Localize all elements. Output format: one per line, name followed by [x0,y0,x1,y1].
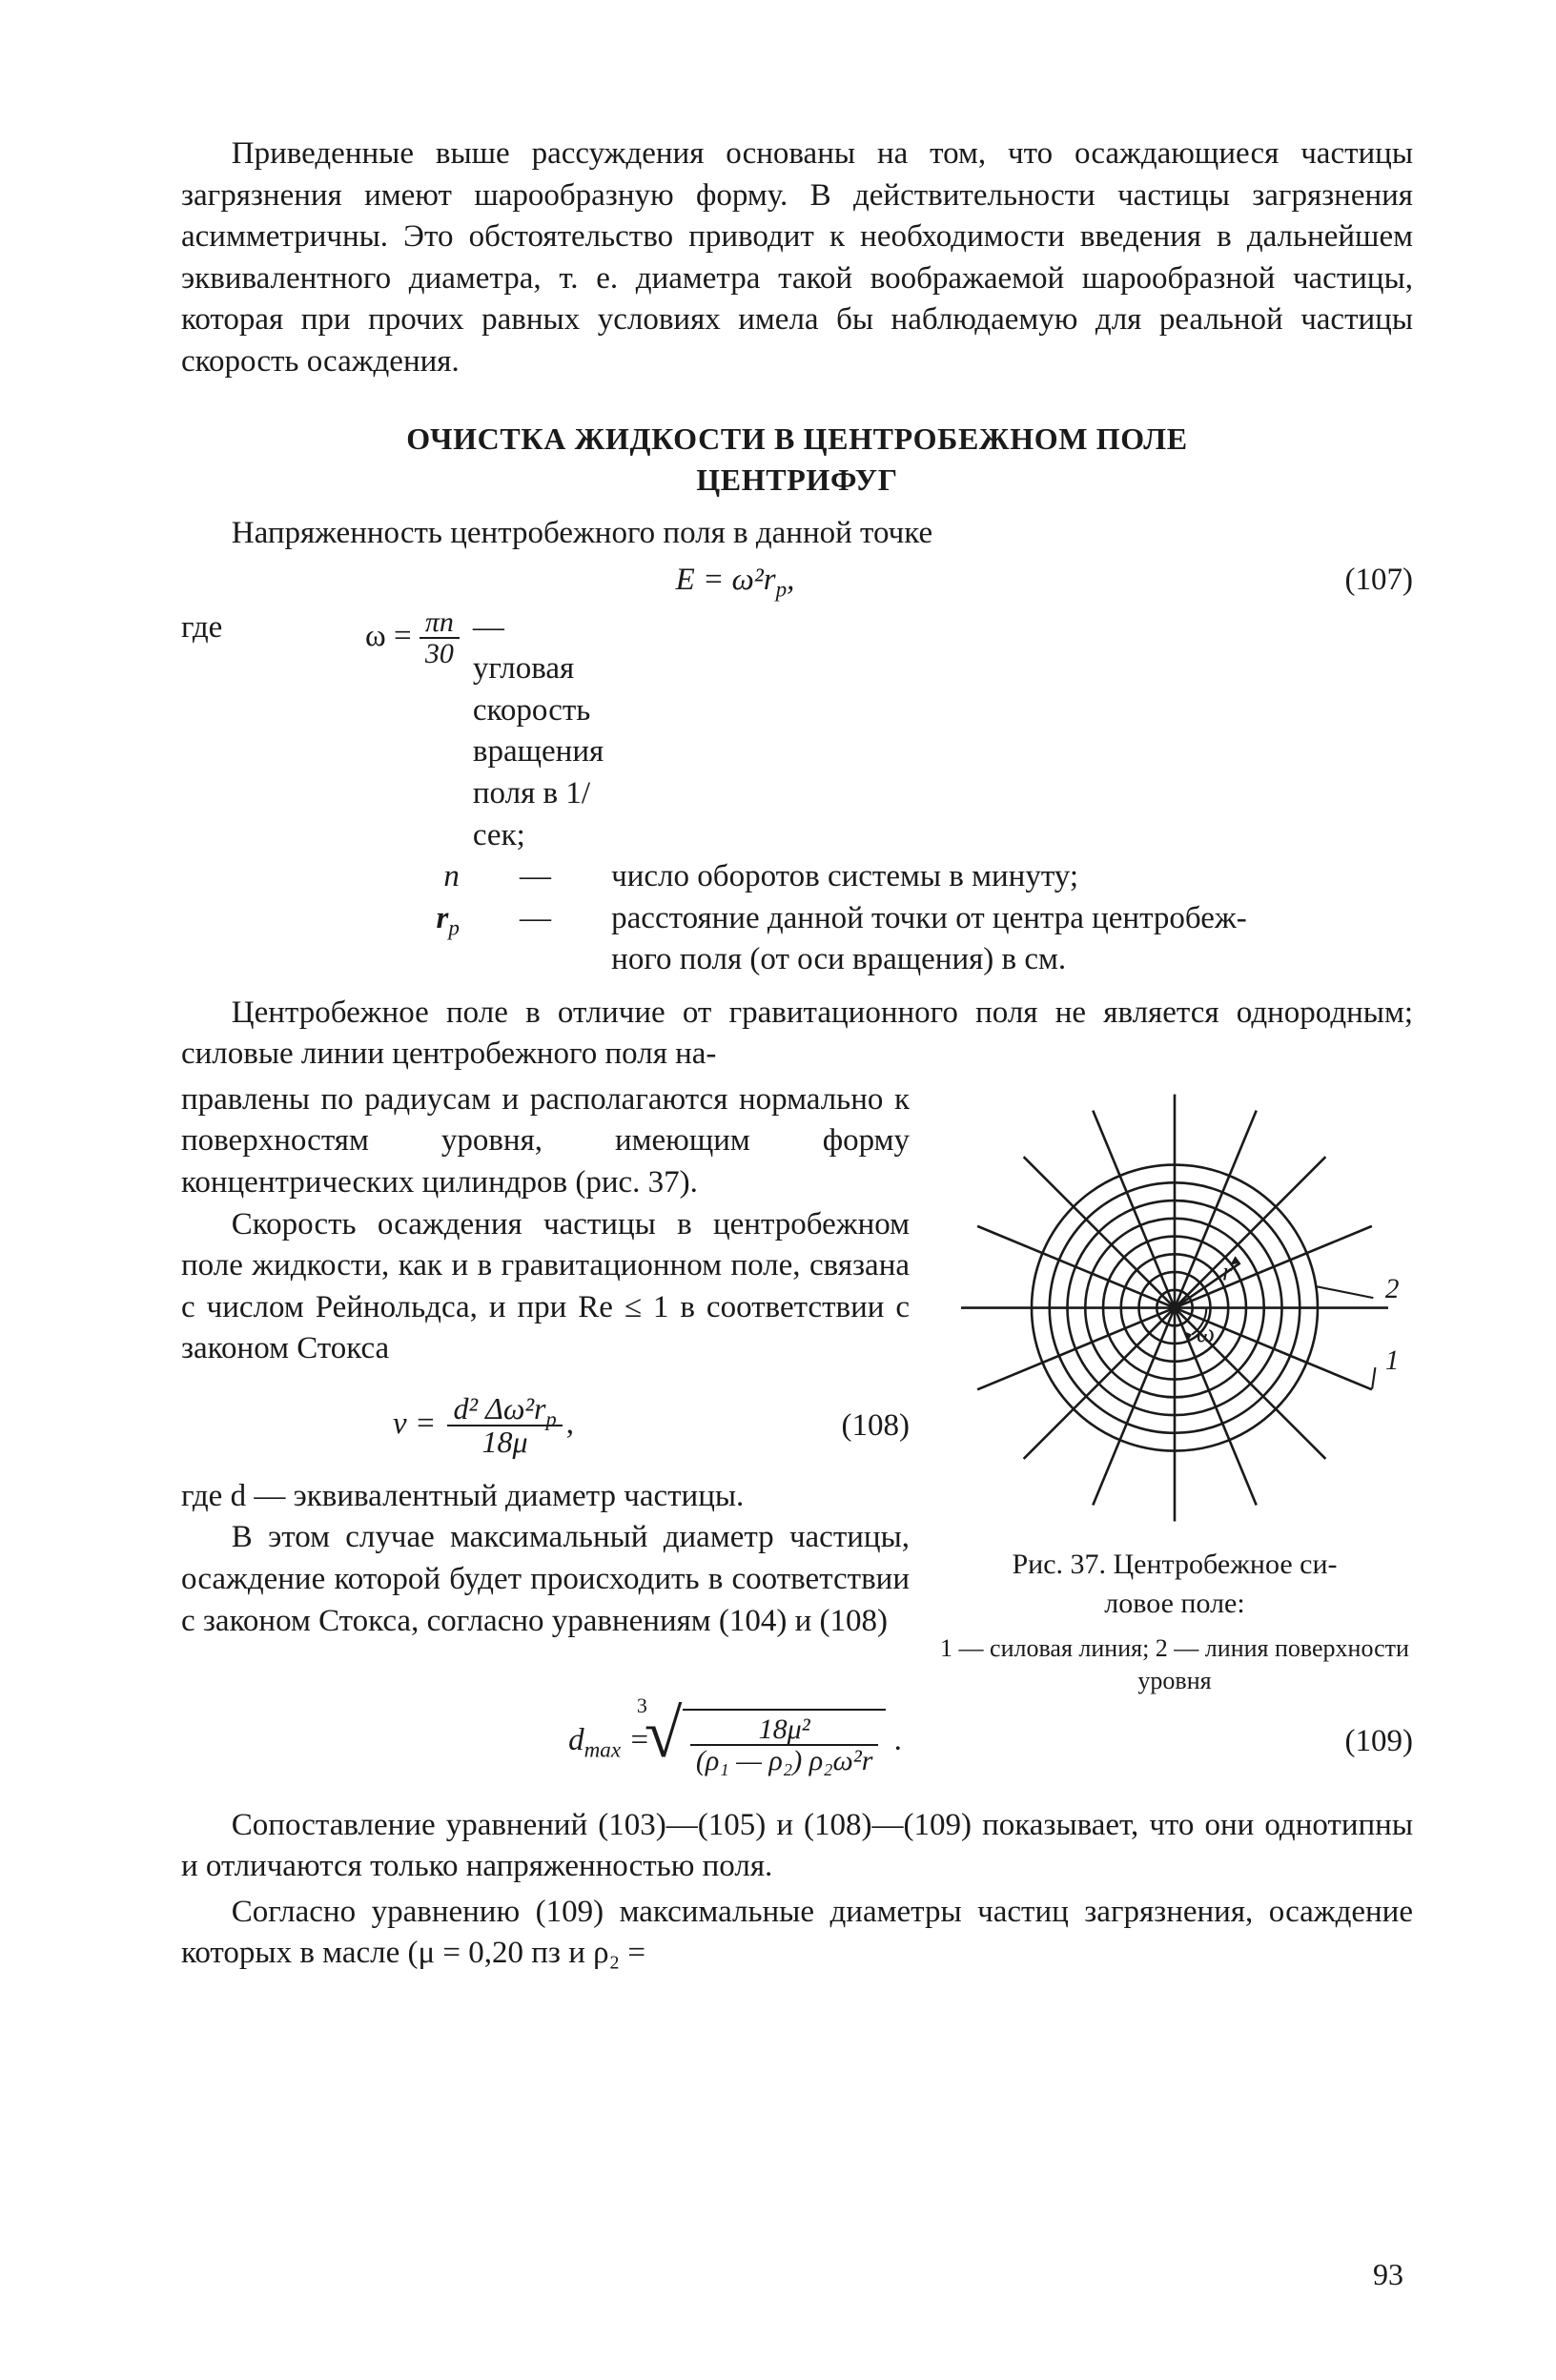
field-paragraph-a: Центробежное поле в отличие от гравитаци… [181,993,1413,1076]
figure-37-legend: 1 — силовая линия; 2 — линия поверхности… [936,1632,1413,1697]
omega-symbol: ω = πn 30 [298,607,467,856]
rp-description-a: расстояние данной точки от центра центро… [611,898,1255,940]
where-definitions: где ω = πn 30 — угловая скорость вращени… [181,607,1255,981]
left-para-d: В этом случае максимальный диаметр части… [181,1517,910,1642]
after-paragraph-b: Согласно уравнению (109) максимальные ди… [181,1892,1413,1975]
intro-paragraph: Приведенные выше рассуждения основаны на… [181,133,1413,382]
equation-109-body: dmax = 3 √ 18μ² (ρ₁ — ρ₂) ρ₂ω²r . [181,1709,1289,1776]
section-title-line-1: ОЧИСТКА ЖИДКОСТИ В ЦЕНТРОБЕЖНОМ ПОЛЕ [406,421,1187,456]
rp-description-b: ного поля (от оси вращения) в см. [611,939,1255,981]
two-column-region: правлены по радиусам и располагаются нор… [181,1079,1413,1697]
where-label: где [181,607,298,856]
svg-text:r: r [1222,1257,1233,1285]
equation-108-body: v = d² Δω²rp 18μ , [181,1393,786,1459]
equation-108-number: (108) [786,1405,910,1447]
page-number: 93 [1373,2254,1403,2294]
n-description: число оборотов системы в минуту; [611,856,1255,898]
section-title: ОЧИСТКА ЖИДКОСТИ В ЦЕНТРОБЕЖНОМ ПОЛЕ ЦЕН… [181,419,1413,499]
page: Приведенные выше рассуждения основаны на… [0,0,1556,2380]
left-para-a: правлены по радиусам и располагаются нор… [181,1079,910,1204]
after-paragraph-a: Сопоставление уравнений (103)—(105) и (1… [181,1805,1413,1888]
figure-37-caption: Рис. 37. Центробежное си- ловое поле: [936,1546,1413,1623]
omega-description: — угловая скорость вращения поля в 1/сек… [467,607,611,856]
equation-109-number: (109) [1289,1721,1413,1763]
equation-109: dmax = 3 √ 18μ² (ρ₁ — ρ₂) ρ₂ω²r . (109) [181,1709,1413,1776]
lead-in: Напряженность центробежного поля в данно… [181,513,1413,555]
equation-108: v = d² Δω²rp 18μ , (108) [181,1393,910,1459]
left-para-c: где d — эквивалентный диаметр частицы. [181,1476,910,1518]
svg-text:2: 2 [1385,1274,1400,1304]
svg-text:1: 1 [1385,1345,1400,1376]
section-title-line-2: ЦЕНТРИФУГ [696,462,898,497]
equation-107-number: (107) [1289,560,1413,602]
left-para-b: Скорость осаждения частицы в центробежно… [181,1204,910,1370]
equation-107-body: E = ω²rp, [181,560,1289,602]
left-column: правлены по радиусам и располагаются нор… [181,1079,910,1642]
equation-107: E = ω²rp, (107) [181,560,1413,602]
figure-37-svg: r ω 1 2 [936,1079,1413,1536]
svg-text:ω: ω [1197,1319,1215,1347]
figure-37: r ω 1 2 Рис. 37. Центробежное си- ловое пол… [936,1079,1413,1697]
